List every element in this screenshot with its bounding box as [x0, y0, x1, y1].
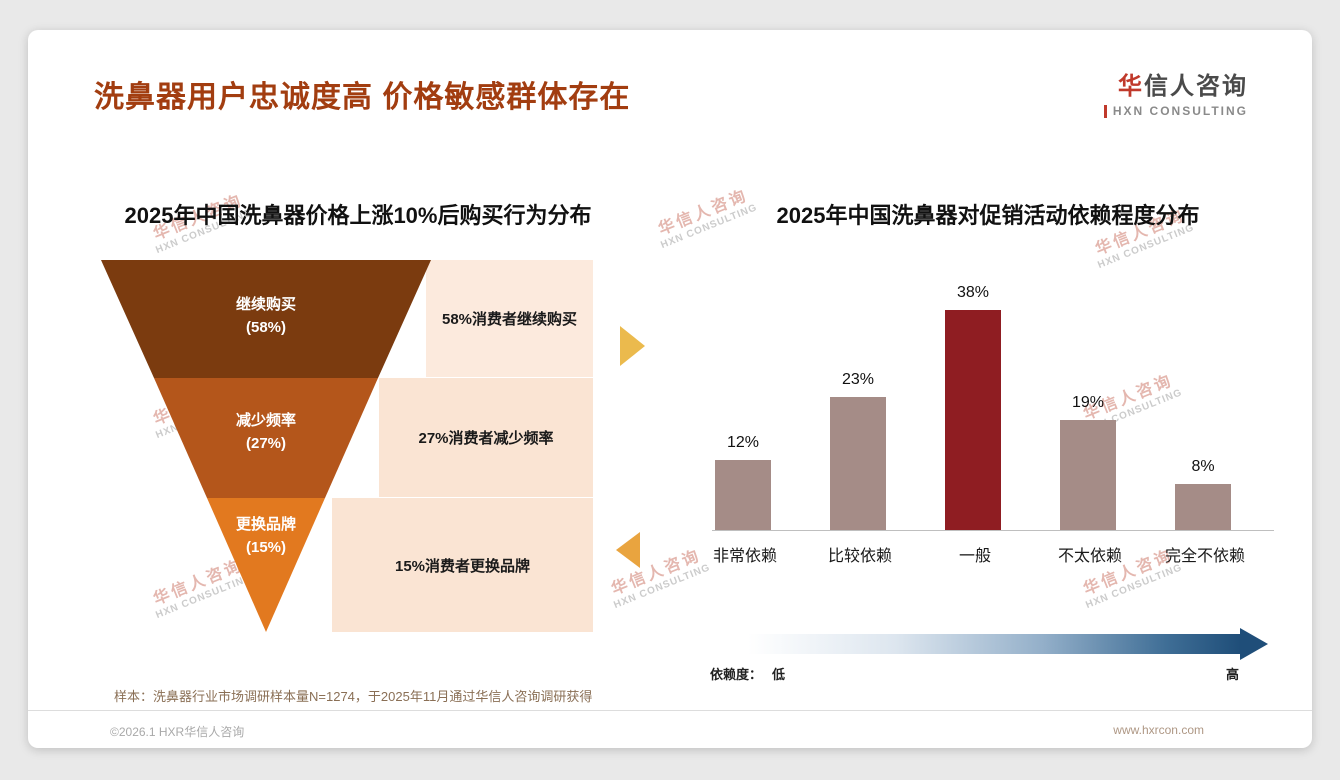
- funnel-stage-1: 继续购买 (58%): [101, 260, 431, 378]
- funnel-chart-title: 2025年中国洗鼻器价格上涨10%后购买行为分布: [124, 203, 592, 228]
- dependency-gradient-arrowhead-icon: [1240, 628, 1268, 660]
- dependency-gradient-arrow: [748, 634, 1240, 654]
- left-arrow-icon: [616, 532, 640, 568]
- bar-value-label: 8%: [1191, 458, 1215, 475]
- dependency-legend-low: 低: [772, 667, 786, 682]
- bar-value-label: 23%: [841, 371, 875, 388]
- funnel-shape: 继续购买 (58%) 减少频率 (27%) 更换品牌 (15%): [101, 260, 431, 632]
- copyright-text: ©2026.1 HXR华信人咨询: [110, 725, 245, 739]
- funnel-stage-2: 减少频率 (27%): [154, 378, 378, 498]
- footer: ©2026.1 HXR华信人咨询 www.hxrcon.com: [28, 710, 1312, 748]
- logo-accent-bar: [1103, 104, 1107, 118]
- website-url: www.hxrcon.com: [1113, 723, 1204, 737]
- funnel-stage-3-pct: (15%): [245, 538, 286, 556]
- bar-value-label: 12%: [726, 434, 760, 451]
- sample-note: 样本：洗鼻器行业市场调研样本量N=1274，于2025年11月通过华信人咨询调研…: [114, 689, 593, 704]
- page-title: 洗鼻器用户忠诚度高 价格敏感群体存在: [94, 81, 631, 114]
- bar-value-label: 19%: [1071, 394, 1105, 411]
- bar-value-label: 38%: [956, 284, 990, 301]
- funnel-stage-2-label: 减少频率: [235, 412, 296, 429]
- right-arrow-icon: [620, 326, 645, 366]
- funnel-stage-2-pct: (27%): [245, 434, 286, 452]
- funnel-stage-1-pct: (58%): [245, 318, 286, 336]
- logo-name-first-char: 华: [1118, 73, 1144, 100]
- dependency-legend-prefix: 依赖度：: [710, 667, 763, 682]
- funnel-stage-1-label: 继续购买: [235, 296, 296, 313]
- funnel-stage-3-label: 更换品牌: [235, 516, 296, 533]
- funnel-note-2: 27%消费者减少频率: [379, 378, 593, 497]
- bar-neutral: [945, 310, 1001, 530]
- funnel-note-1: 58%消费者继续购买: [426, 260, 593, 377]
- bar-less-dependent: [1060, 420, 1116, 530]
- logo-subtitle: HXN CONSULTING: [1103, 104, 1248, 118]
- bar-fairly-dependent: [830, 397, 886, 530]
- logo-name-rest: 信人咨询: [1144, 73, 1248, 100]
- funnel-stage-3: 更换品牌 (15%): [207, 498, 325, 632]
- bar-chart-title: 2025年中国洗鼻器对促销活动依赖程度分布: [776, 203, 1200, 228]
- funnel-chart: 58%消费者继续购买 27%消费者减少频率 15%消费者更换品牌 继续购买 (5…: [98, 260, 598, 632]
- category-label: 比较依赖: [827, 548, 892, 565]
- dependency-legend-high: 高: [1226, 667, 1240, 682]
- category-label: 完全不依赖: [1164, 548, 1245, 565]
- slide-card: 华信人咨询 HXN CONSULTING 华信人咨询 HXN CONSULTING 华信…: [28, 30, 1312, 748]
- category-label: 非常依赖: [712, 548, 777, 565]
- bar-not-dependent: [1175, 484, 1231, 530]
- x-axis-line: [712, 530, 1274, 531]
- logo-name: 华信人咨询: [1104, 66, 1248, 101]
- category-label: 不太依赖: [1057, 548, 1122, 565]
- category-label: 一般: [958, 548, 991, 565]
- funnel-note-3: 15%消费者更换品牌: [332, 498, 593, 632]
- bar-chart: 12% 23% 38% 19% 8% 非常依赖 比较依赖 一般 不太依赖 完全不…: [678, 260, 1278, 682]
- bar-very-dependent: [715, 460, 771, 530]
- company-logo: 华信人咨询 HXN CONSULTING: [1103, 66, 1248, 118]
